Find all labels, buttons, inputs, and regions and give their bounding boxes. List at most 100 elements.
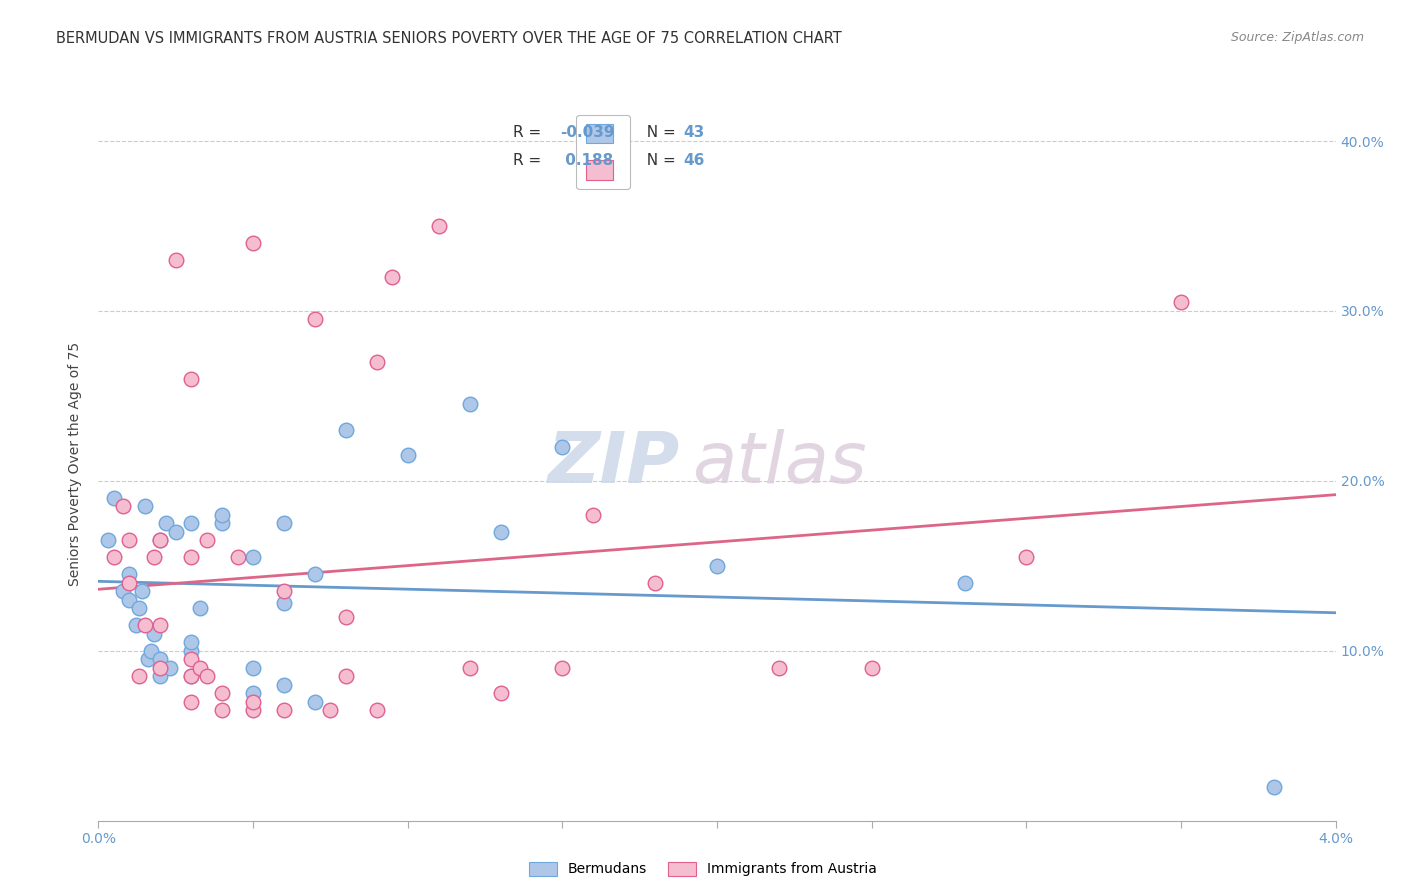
- Point: [97, 533, 120, 548]
- Point: [458, 397, 481, 411]
- Point: [319, 703, 342, 717]
- Point: [768, 661, 790, 675]
- Point: [211, 508, 233, 522]
- Point: [134, 500, 156, 514]
- Point: [149, 661, 172, 675]
- Point: [180, 550, 202, 565]
- Point: [242, 235, 264, 250]
- Point: [103, 491, 125, 505]
- Text: 43: 43: [683, 125, 704, 139]
- Point: [149, 533, 172, 548]
- Legend: Bermudans, Immigrants from Austria: Bermudans, Immigrants from Austria: [524, 857, 882, 880]
- Point: [381, 269, 404, 284]
- Text: N =: N =: [637, 153, 681, 168]
- Text: atlas: atlas: [692, 429, 868, 499]
- Point: [551, 661, 574, 675]
- Point: [180, 644, 202, 658]
- Text: -0.039: -0.039: [560, 125, 614, 139]
- Point: [458, 661, 481, 675]
- Text: ZIP: ZIP: [548, 429, 681, 499]
- Point: [304, 312, 326, 326]
- Point: [180, 372, 202, 386]
- Point: [165, 524, 187, 539]
- Point: [273, 516, 295, 531]
- Point: [396, 448, 419, 462]
- Point: [118, 575, 141, 590]
- Point: [211, 686, 233, 700]
- Point: [582, 508, 605, 522]
- Point: [335, 669, 357, 683]
- Point: [335, 609, 357, 624]
- Point: [304, 695, 326, 709]
- Y-axis label: Seniors Poverty Over the Age of 75: Seniors Poverty Over the Age of 75: [69, 342, 83, 586]
- Point: [159, 661, 181, 675]
- Point: [706, 558, 728, 573]
- Point: [1015, 550, 1038, 565]
- Point: [366, 355, 388, 369]
- Point: [112, 584, 135, 599]
- Point: [242, 695, 264, 709]
- Point: [134, 618, 156, 632]
- Point: [242, 661, 264, 675]
- Point: [180, 695, 202, 709]
- Point: [180, 516, 202, 531]
- Text: R =: R =: [513, 153, 546, 168]
- Text: R =: R =: [513, 125, 546, 139]
- Point: [124, 618, 146, 632]
- Point: [165, 252, 187, 267]
- Text: 0.188: 0.188: [560, 153, 613, 168]
- Point: [211, 703, 233, 717]
- Point: [149, 618, 172, 632]
- Point: [180, 635, 202, 649]
- Point: [226, 550, 249, 565]
- Point: [335, 423, 357, 437]
- Point: [149, 669, 172, 683]
- Point: [273, 703, 295, 717]
- Point: [551, 440, 574, 454]
- Point: [1263, 780, 1285, 794]
- Point: [195, 669, 218, 683]
- Point: [155, 516, 177, 531]
- Point: [242, 703, 264, 717]
- Point: [211, 516, 233, 531]
- Point: [143, 550, 166, 565]
- Point: [131, 584, 153, 599]
- Point: [1170, 295, 1192, 310]
- Point: [190, 661, 212, 675]
- Point: [304, 567, 326, 582]
- Point: [489, 686, 512, 700]
- Point: [128, 669, 150, 683]
- Point: [149, 533, 172, 548]
- Point: [136, 652, 159, 666]
- Point: [112, 500, 135, 514]
- Point: [118, 567, 141, 582]
- Point: [427, 219, 450, 233]
- Point: [118, 533, 141, 548]
- Text: 46: 46: [683, 153, 704, 168]
- Point: [180, 669, 202, 683]
- Text: N =: N =: [637, 125, 681, 139]
- Point: [489, 524, 512, 539]
- Point: [242, 686, 264, 700]
- Point: [860, 661, 883, 675]
- Point: [180, 669, 202, 683]
- Point: [644, 575, 666, 590]
- Point: [273, 584, 295, 599]
- Point: [139, 644, 162, 658]
- Point: [118, 592, 141, 607]
- Point: [149, 652, 172, 666]
- Legend: , : ,: [576, 115, 630, 189]
- Point: [953, 575, 976, 590]
- Point: [143, 626, 166, 640]
- Point: [103, 550, 125, 565]
- Point: [242, 550, 264, 565]
- Point: [273, 596, 295, 610]
- Text: Source: ZipAtlas.com: Source: ZipAtlas.com: [1230, 31, 1364, 45]
- Point: [180, 652, 202, 666]
- Point: [128, 601, 150, 615]
- Point: [190, 601, 212, 615]
- Text: BERMUDAN VS IMMIGRANTS FROM AUSTRIA SENIORS POVERTY OVER THE AGE OF 75 CORRELATI: BERMUDAN VS IMMIGRANTS FROM AUSTRIA SENI…: [56, 31, 842, 46]
- Point: [195, 533, 218, 548]
- Point: [366, 703, 388, 717]
- Point: [273, 678, 295, 692]
